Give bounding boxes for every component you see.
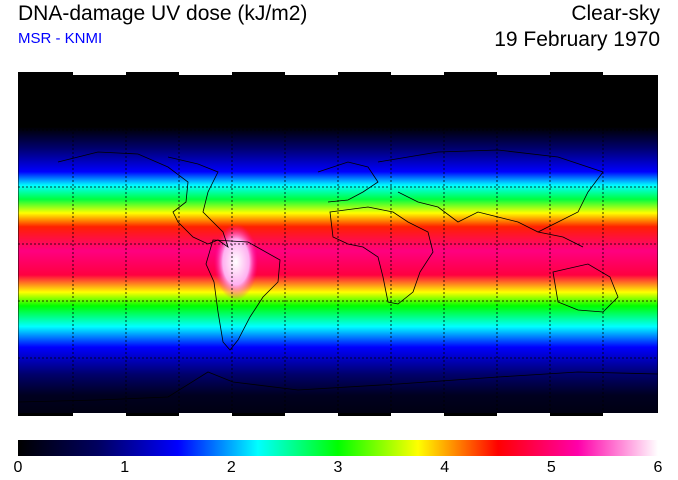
frame-tick-bottom: [497, 413, 550, 416]
frame-tick-bottom: [444, 413, 497, 416]
frame-tick-top: [18, 72, 73, 75]
frame-tick-bottom: [285, 413, 338, 416]
frame-tick-top: [285, 72, 338, 75]
colorbar-label: 2: [226, 459, 236, 476]
colorbar-label: 6: [653, 459, 663, 476]
colorbar-label: 1: [120, 459, 130, 476]
frame-tick-bottom: [603, 413, 658, 416]
frame-tick-bottom: [126, 413, 179, 416]
frame-tick-bottom: [73, 413, 126, 416]
source-label: MSR - KNMI: [18, 30, 103, 47]
frame-tick-top: [73, 72, 126, 75]
colorbar-gradient: [18, 440, 658, 456]
frame-tick-bottom: [391, 413, 444, 416]
frame-ticks: [18, 72, 658, 416]
map-title: DNA-damage UV dose (kJ/m2): [18, 2, 308, 25]
map-canvas: -120-60060120 -120-60060120 600-60 600-6…: [18, 72, 658, 416]
sky-condition-label: Clear-sky: [571, 2, 660, 25]
colorbar-label: 0: [13, 459, 23, 476]
frame-tick-top: [179, 72, 232, 75]
frame-tick-top: [232, 72, 285, 75]
frame-tick-top: [391, 72, 444, 75]
frame-tick-bottom: [550, 413, 603, 416]
frame-tick-top: [126, 72, 179, 75]
date-label: 19 February 1970: [494, 28, 660, 51]
frame-tick-bottom: [179, 413, 232, 416]
andes-high-dose-region: [214, 224, 258, 300]
frame-tick-top: [603, 72, 658, 75]
colorbar-label: 5: [546, 459, 556, 476]
frame-tick-bottom: [18, 413, 73, 416]
coastlines: [18, 149, 658, 403]
colorbar-label: 4: [440, 459, 450, 476]
graticule: [18, 72, 658, 416]
frame-tick-top: [550, 72, 603, 75]
frame-tick-top: [338, 72, 391, 75]
frame-tick-bottom: [232, 413, 285, 416]
colorbar: [18, 440, 658, 456]
uv-dose-map: -120-60060120 -120-60060120 600-60 600-6…: [18, 72, 658, 416]
frame-tick-bottom: [338, 413, 391, 416]
frame-tick-top: [444, 72, 497, 75]
frame-tick-top: [497, 72, 550, 75]
colorbar-label: 3: [333, 459, 343, 476]
